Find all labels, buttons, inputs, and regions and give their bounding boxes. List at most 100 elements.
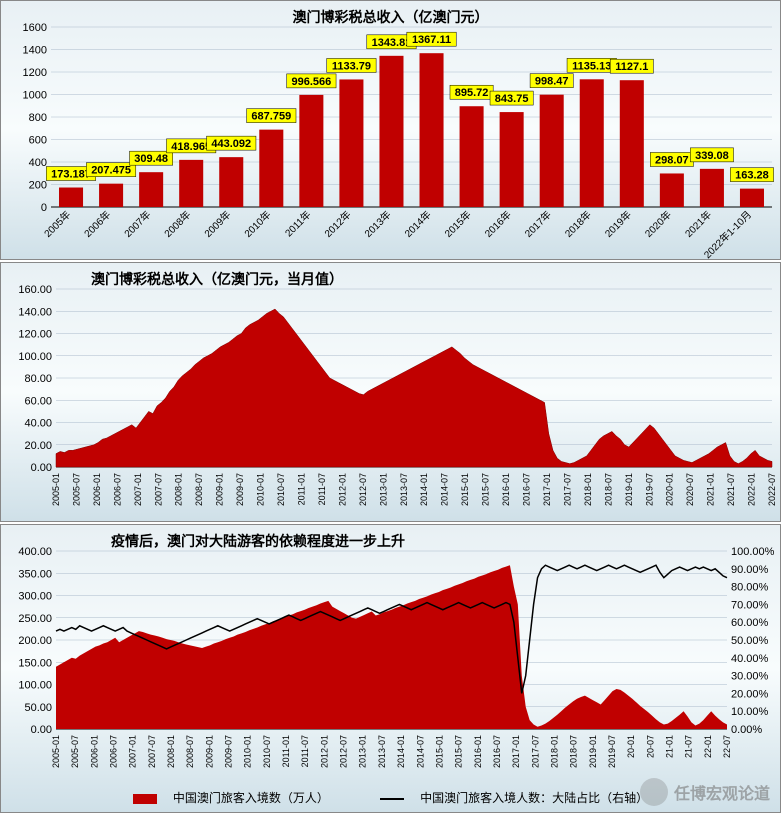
svg-text:20.00%: 20.00% bbox=[731, 688, 769, 700]
chart2-title: 澳门博彩税总收入（亿澳门元，当月值） bbox=[91, 269, 343, 289]
chart1-title: 澳门博彩税总收入（亿澳门元） bbox=[293, 7, 489, 27]
svg-text:2012年: 2012年 bbox=[322, 208, 354, 240]
svg-text:1400: 1400 bbox=[23, 45, 47, 57]
svg-text:418.965: 418.965 bbox=[171, 141, 211, 153]
svg-text:2017-07: 2017-07 bbox=[530, 735, 540, 768]
svg-text:20.00: 20.00 bbox=[24, 440, 52, 452]
svg-text:2011年: 2011年 bbox=[282, 208, 313, 239]
legend-line-label: 中国澳门旅客入境人数：大陆占比（右轴） bbox=[420, 791, 648, 805]
svg-text:2015-07: 2015-07 bbox=[481, 473, 491, 506]
svg-text:2018-01: 2018-01 bbox=[583, 473, 593, 506]
svg-text:2010-01: 2010-01 bbox=[256, 473, 266, 506]
svg-text:843.75: 843.75 bbox=[495, 93, 529, 105]
svg-text:2010-07: 2010-07 bbox=[262, 735, 272, 768]
svg-text:687.759: 687.759 bbox=[251, 111, 291, 123]
svg-text:2014-01: 2014-01 bbox=[419, 473, 429, 506]
svg-text:2009年: 2009年 bbox=[201, 208, 233, 240]
svg-text:2020-07: 2020-07 bbox=[685, 473, 695, 506]
svg-text:21-01: 21-01 bbox=[664, 735, 674, 758]
svg-text:600: 600 bbox=[29, 135, 47, 147]
svg-text:2013-07: 2013-07 bbox=[377, 735, 387, 768]
svg-text:2014-07: 2014-07 bbox=[440, 473, 450, 506]
svg-text:2007-01: 2007-01 bbox=[133, 473, 143, 506]
svg-text:10.00%: 10.00% bbox=[731, 706, 769, 718]
svg-text:0.00%: 0.00% bbox=[731, 724, 762, 736]
svg-text:2005-07: 2005-07 bbox=[71, 473, 81, 506]
svg-text:2006-07: 2006-07 bbox=[112, 473, 122, 506]
svg-text:2020年: 2020年 bbox=[642, 208, 674, 240]
svg-text:2009-01: 2009-01 bbox=[215, 473, 225, 506]
svg-text:60.00: 60.00 bbox=[24, 395, 52, 407]
chart2-svg: 0.0020.0040.0060.0080.00100.00120.00140.… bbox=[1, 263, 781, 523]
legend-line-swatch bbox=[380, 798, 404, 800]
svg-text:2021-01: 2021-01 bbox=[706, 473, 716, 506]
svg-text:2018-07: 2018-07 bbox=[603, 473, 613, 506]
svg-text:2014-01: 2014-01 bbox=[396, 735, 406, 768]
svg-text:2013-07: 2013-07 bbox=[399, 473, 409, 506]
svg-text:2008-07: 2008-07 bbox=[194, 473, 204, 506]
svg-text:2018-01: 2018-01 bbox=[549, 735, 559, 768]
svg-text:2011-01: 2011-01 bbox=[296, 473, 306, 505]
svg-text:2017-01: 2017-01 bbox=[542, 473, 552, 506]
svg-text:2014年: 2014年 bbox=[402, 208, 434, 240]
svg-text:2010-07: 2010-07 bbox=[276, 473, 286, 506]
svg-text:2011-07: 2011-07 bbox=[300, 735, 310, 767]
svg-text:173.187: 173.187 bbox=[51, 169, 91, 181]
svg-text:2008-01: 2008-01 bbox=[174, 473, 184, 506]
svg-text:2008-01: 2008-01 bbox=[166, 735, 176, 768]
svg-text:2007年: 2007年 bbox=[121, 208, 153, 240]
svg-text:200.00: 200.00 bbox=[18, 635, 52, 647]
svg-text:2018-07: 2018-07 bbox=[569, 735, 579, 768]
svg-text:2009-07: 2009-07 bbox=[235, 473, 245, 506]
svg-text:2005-01: 2005-01 bbox=[51, 735, 61, 768]
svg-text:2020-01: 2020-01 bbox=[665, 473, 675, 506]
svg-text:22-07: 22-07 bbox=[722, 735, 732, 758]
svg-text:2016-01: 2016-01 bbox=[473, 735, 483, 768]
svg-text:2022-01: 2022-01 bbox=[747, 473, 757, 506]
svg-text:2016年: 2016年 bbox=[482, 208, 514, 240]
svg-text:2016-07: 2016-07 bbox=[522, 473, 532, 506]
svg-text:2015-07: 2015-07 bbox=[454, 735, 464, 768]
svg-text:2006-01: 2006-01 bbox=[92, 473, 102, 506]
svg-text:60.00%: 60.00% bbox=[731, 617, 769, 629]
svg-text:30.00%: 30.00% bbox=[731, 671, 769, 683]
svg-text:50.00%: 50.00% bbox=[731, 635, 769, 647]
svg-text:2021-07: 2021-07 bbox=[726, 473, 736, 506]
svg-text:2014-07: 2014-07 bbox=[415, 735, 425, 768]
svg-text:1600: 1600 bbox=[23, 22, 47, 34]
svg-text:2015-01: 2015-01 bbox=[434, 735, 444, 768]
svg-text:250.00: 250.00 bbox=[18, 613, 52, 625]
svg-text:80.00%: 80.00% bbox=[731, 582, 769, 594]
svg-text:1135.13: 1135.13 bbox=[572, 60, 611, 72]
svg-text:2007-07: 2007-07 bbox=[147, 735, 157, 768]
svg-text:2005-01: 2005-01 bbox=[51, 473, 61, 506]
annual-revenue-bar-chart: 澳门博彩税总收入（亿澳门元） 0200400600800100012001400… bbox=[0, 0, 781, 260]
svg-text:200: 200 bbox=[29, 180, 47, 192]
svg-text:443.092: 443.092 bbox=[211, 138, 251, 150]
svg-text:2006-01: 2006-01 bbox=[89, 735, 99, 768]
svg-text:2019-07: 2019-07 bbox=[644, 473, 654, 506]
legend-area-swatch bbox=[133, 794, 157, 804]
svg-text:2016-07: 2016-07 bbox=[492, 735, 502, 768]
legend-line: 中国澳门旅客入境人数：大陆占比（右轴） bbox=[368, 791, 660, 805]
svg-text:998.47: 998.47 bbox=[535, 76, 569, 88]
svg-text:2008年: 2008年 bbox=[161, 208, 193, 240]
svg-text:2019-01: 2019-01 bbox=[588, 735, 598, 768]
svg-text:350.00: 350.00 bbox=[18, 568, 52, 580]
svg-text:90.00%: 90.00% bbox=[731, 564, 769, 576]
svg-text:2017年: 2017年 bbox=[522, 208, 554, 240]
svg-text:0.00: 0.00 bbox=[31, 724, 52, 736]
svg-text:2015年: 2015年 bbox=[442, 208, 474, 240]
svg-text:2016-01: 2016-01 bbox=[501, 473, 511, 506]
svg-text:309.48: 309.48 bbox=[134, 153, 168, 165]
svg-text:2005-07: 2005-07 bbox=[70, 735, 80, 768]
svg-text:2019年: 2019年 bbox=[602, 208, 634, 240]
svg-text:2010年: 2010年 bbox=[241, 208, 273, 240]
svg-text:300.00: 300.00 bbox=[18, 591, 52, 603]
svg-text:1133.79: 1133.79 bbox=[332, 60, 371, 72]
svg-text:2011-01: 2011-01 bbox=[281, 735, 291, 767]
svg-text:80.00: 80.00 bbox=[24, 373, 52, 385]
svg-text:2007-01: 2007-01 bbox=[128, 735, 138, 768]
svg-text:2012-07: 2012-07 bbox=[339, 735, 349, 768]
svg-text:2013-01: 2013-01 bbox=[358, 735, 368, 768]
